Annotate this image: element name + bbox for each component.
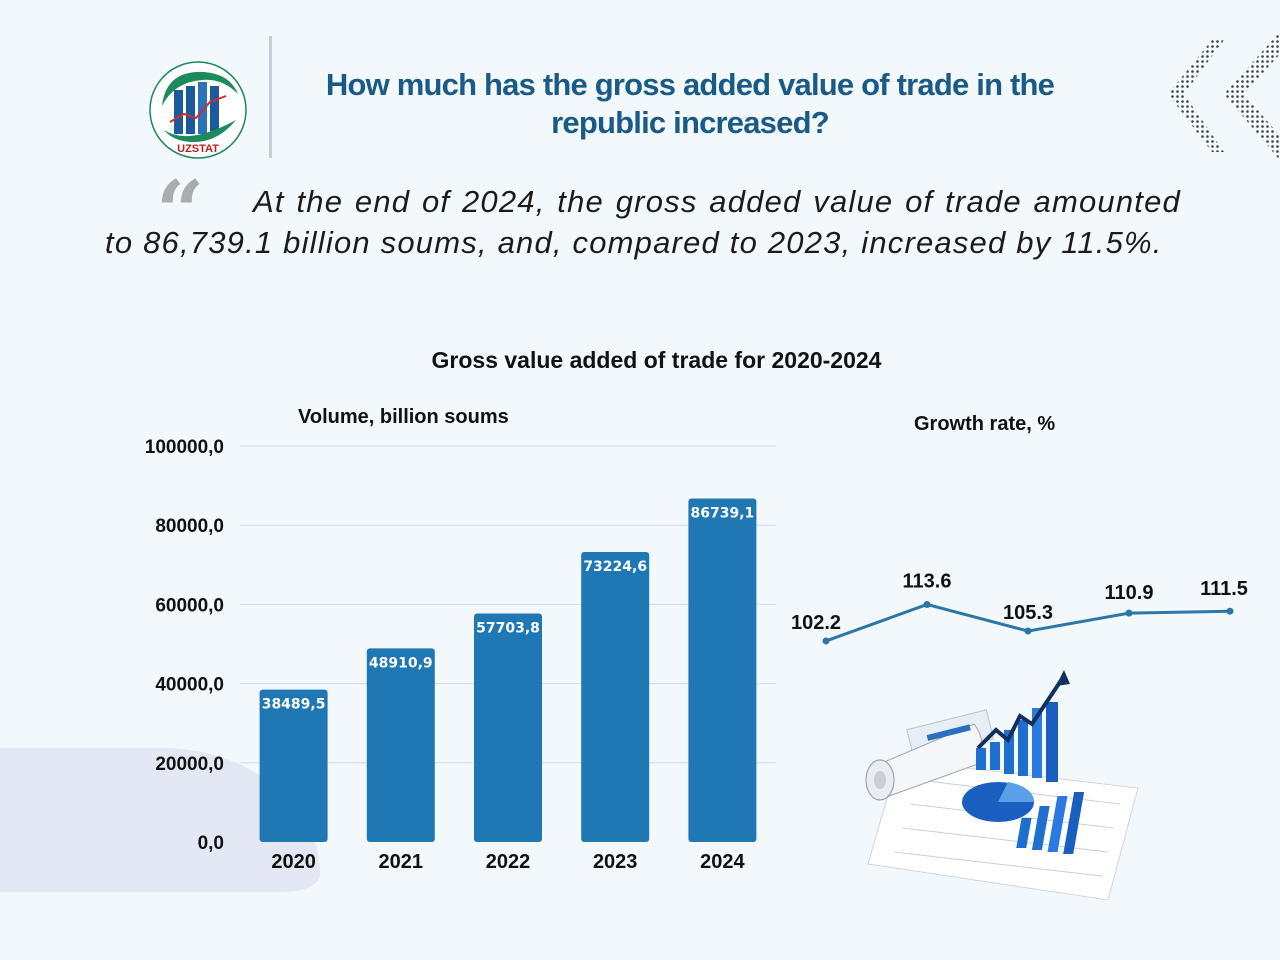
quote-mark-icon: “ [156,162,205,261]
uzstat-logo: UZSTAT [149,61,247,159]
growth-value-label: 113.6 [903,570,952,592]
chart-title: Gross value added of trade for 2020-2024 [431,347,882,373]
bar-chart-title: Volume, billion soums [298,406,509,428]
line-chart-title: Growth rate, % [914,413,1056,435]
x-tick-label: 2021 [379,851,424,873]
bar [581,552,650,842]
growth-point [822,637,830,645]
y-tick-label: 80000,0 [155,516,224,537]
growth-point [923,600,931,608]
bar-value-label: 57703,8 [476,620,540,636]
growth-point [1125,609,1133,617]
growth-value-label: 102.2 [791,612,841,634]
growth-point [1024,627,1032,635]
y-tick-label: 100000,0 [145,437,224,458]
y-tick-label: 60000,0 [155,595,224,616]
decorative-dots [1168,34,1280,158]
bar [688,498,757,842]
line-chart: 102.2 113.6 105.3 110.9 111.5 [791,570,1248,645]
bar-value-label: 86739,1 [691,506,755,522]
bar [259,689,328,842]
y-tick-label: 0,0 [198,833,224,854]
page-title: How much has the gross added value of tr… [325,67,1055,140]
x-tick-label: 2022 [486,851,531,873]
growth-point [1226,607,1234,615]
growth-value-label: 110.9 [1105,582,1154,604]
bar [474,613,542,842]
bar [366,648,435,842]
growth-chart-illustration [865,670,1139,901]
y-tick-label: 20000,0 [155,754,224,775]
summary-text: At the end of 2024, the gross added valu… [105,184,1181,260]
bar-chart: 0,0 20000,0 40000,0 60000,0 80000,0 100000,0 3… [145,437,776,873]
bar-value-label: 38489,5 [262,697,326,713]
x-tick-label: 2024 [700,851,745,873]
growth-value-label: 111.5 [1200,578,1248,600]
y-tick-label: 40000,0 [155,675,224,696]
growth-value-label: 105.3 [1003,602,1053,624]
header-divider [269,36,272,158]
bar-value-label: 48910,9 [369,655,433,671]
logo-text: UZSTAT [177,143,219,155]
x-tick-label: 2020 [271,851,316,873]
bar-value-label: 73224,6 [583,559,647,575]
x-tick-label: 2023 [593,851,638,873]
